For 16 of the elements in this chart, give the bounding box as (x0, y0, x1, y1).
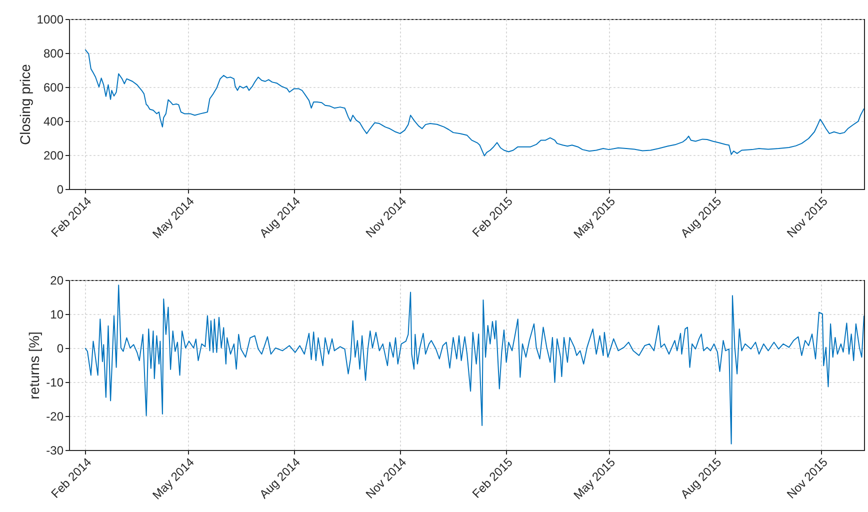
y-tick-label: 600 (43, 80, 64, 94)
y-tick-label: 400 (43, 114, 64, 128)
y-tick-label: 800 (43, 46, 64, 60)
y-tick-label: -30 (46, 444, 64, 458)
y-tick-label: 1000 (36, 12, 64, 26)
y-tick-label: 20 (50, 274, 64, 288)
y-tick-label: 0 (56, 182, 64, 196)
line-series (84, 284, 864, 444)
y-axis-title: Closing price (16, 64, 33, 145)
y-tick-label: -20 (46, 410, 64, 424)
y-axis-title: returns [%] (26, 332, 42, 400)
line-series (84, 49, 864, 156)
y-tick-label: 200 (43, 148, 64, 162)
y-tick-label: -10 (46, 376, 64, 390)
y-tick-label: 10 (50, 308, 64, 322)
y-tick-label: 0 (56, 342, 64, 356)
